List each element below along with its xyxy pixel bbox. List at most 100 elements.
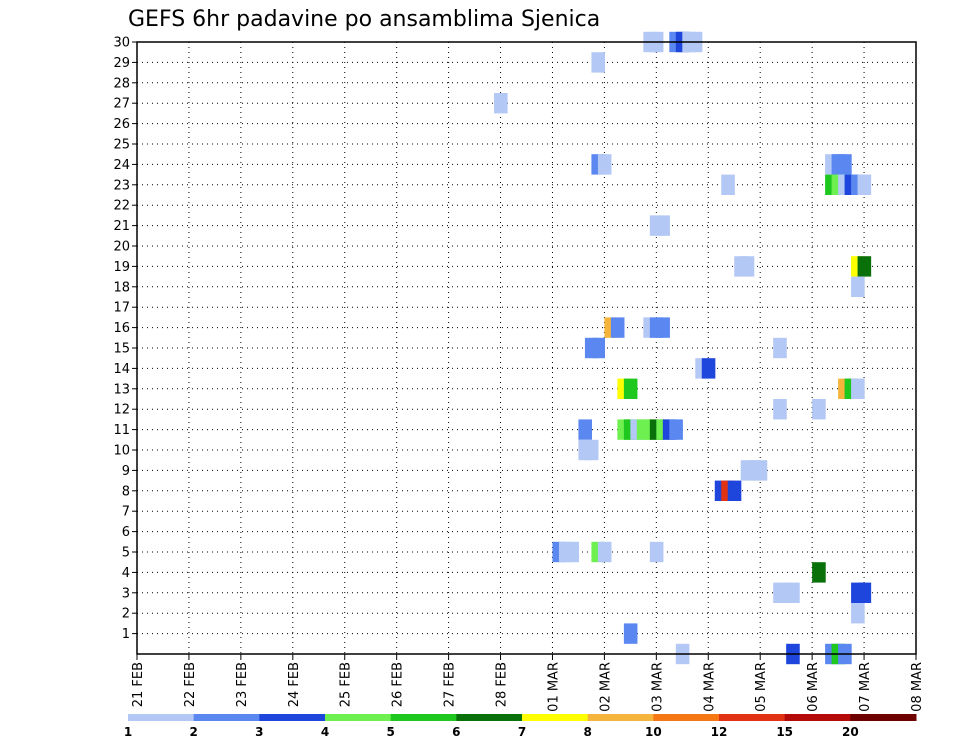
y-tick-label: 2 <box>122 607 130 622</box>
colorbar-swatch <box>325 714 392 721</box>
precip-cell <box>578 419 593 440</box>
precip-cell <box>597 154 612 175</box>
y-tick-label: 16 <box>113 321 130 336</box>
y-tick-label: 9 <box>122 464 130 479</box>
precip-cell <box>656 215 670 236</box>
precip-cell <box>565 541 580 563</box>
precip-cell <box>812 562 826 583</box>
x-tick-label: 27 FEB <box>443 662 458 707</box>
colorbar-swatch <box>259 714 326 721</box>
precip-cell <box>623 378 638 399</box>
precip-cell <box>610 317 625 338</box>
y-tick-label: 3 <box>122 586 130 601</box>
precip-cell <box>812 399 826 420</box>
y-tick-label: 19 <box>113 260 130 275</box>
precip-cell <box>701 358 716 379</box>
precip-cell <box>727 480 742 501</box>
precip-cell <box>721 174 735 195</box>
precip-cell <box>591 337 605 359</box>
precip-cell <box>773 337 787 359</box>
colorbar-swatch <box>587 714 654 721</box>
y-tick-label: 1 <box>122 627 130 642</box>
colorbar-swatch <box>653 714 720 721</box>
precip-cell <box>857 256 872 277</box>
colorbar-label: 4 <box>321 725 329 739</box>
colorbar-legend: 1 2 3 4 5 6 7 8 10 12 15 20 <box>124 714 917 739</box>
y-tick-label: 11 <box>113 423 130 438</box>
colorbar-label: 12 <box>711 725 728 739</box>
y-tick-label: 7 <box>122 505 130 520</box>
precip-cell <box>591 52 605 73</box>
colorbar-label: 3 <box>255 725 263 739</box>
precip-cell <box>623 623 638 644</box>
colorbar-label: 1 <box>124 725 132 739</box>
x-tick-label: 21 FEB <box>131 662 146 707</box>
x-tick-label: 03 MAR <box>650 662 665 712</box>
y-tick-label: 12 <box>113 403 130 418</box>
x-tick-label: 24 FEB <box>287 662 302 707</box>
colorbar-swatch <box>390 714 457 721</box>
colorbar-label: 7 <box>518 725 526 739</box>
y-tick-label: 30 <box>113 36 130 51</box>
x-tick-label: 06 MAR <box>806 662 821 712</box>
precip-cell <box>857 174 872 195</box>
colorbar-label: 5 <box>386 725 394 739</box>
precip-cell <box>851 603 865 624</box>
y-tick-label: 6 <box>122 525 130 540</box>
y-tick-label: 22 <box>113 199 130 214</box>
y-tick-label: 15 <box>113 342 130 357</box>
x-tick-label: 01 MAR <box>546 662 561 712</box>
y-tick-label: 23 <box>113 178 130 193</box>
colorbar-swatch <box>456 714 523 721</box>
grid-lines <box>137 42 916 654</box>
colorbar-label: 10 <box>645 725 662 739</box>
colorbar-swatch <box>193 714 260 721</box>
colorbar-swatch <box>128 714 195 721</box>
precip-cell <box>773 399 787 420</box>
x-tick-label: 25 FEB <box>339 662 354 707</box>
precip-cell <box>740 256 755 277</box>
y-tick-label: 18 <box>113 280 130 295</box>
colorbar-label: 6 <box>452 725 460 739</box>
y-tick-label: 8 <box>122 484 130 499</box>
colorbar-swatch <box>850 714 917 721</box>
y-tick-label: 21 <box>113 219 130 234</box>
y-tick-label: 4 <box>122 566 130 581</box>
x-tick-label: 07 MAR <box>858 662 873 712</box>
x-tick-label: 23 FEB <box>235 662 250 707</box>
precip-cell <box>857 582 872 603</box>
x-axis-ticks: 21 FEB 22 FEB 23 FEB 24 FEB 25 FEB 26 FEB 27 F… <box>131 654 925 712</box>
x-tick-label: 08 MAR <box>910 662 925 712</box>
colorbar-swatch <box>522 714 589 721</box>
colorbar-label: 20 <box>842 725 859 739</box>
x-tick-label: 22 FEB <box>183 662 198 707</box>
y-tick-label: 25 <box>113 138 130 153</box>
y-tick-label: 10 <box>113 444 130 459</box>
precip-cell <box>851 276 865 297</box>
precip-cell <box>584 439 599 461</box>
precip-cell <box>786 582 800 603</box>
y-tick-label: 14 <box>113 362 130 377</box>
colorbar-swatch <box>784 714 851 721</box>
plot-frame <box>136 41 917 655</box>
colorbar-label: 8 <box>583 725 591 739</box>
precip-cell <box>753 460 768 481</box>
y-tick-label: 24 <box>113 158 130 173</box>
precip-cell <box>494 93 508 114</box>
precip-cell <box>656 317 670 338</box>
y-axis-ticks: 1234567891011121314151617181920212223242… <box>113 36 137 642</box>
chart-title: GEFS 6hr padavine po ansamblima Sjenica <box>128 7 600 32</box>
y-tick-label: 17 <box>113 301 130 316</box>
y-tick-label: 5 <box>122 546 130 561</box>
x-tick-label: 05 MAR <box>754 662 769 712</box>
colorbar-swatch <box>719 714 786 721</box>
precip-cell <box>838 154 852 175</box>
x-tick-label: 04 MAR <box>702 662 717 712</box>
precip-cell <box>851 378 865 399</box>
y-tick-label: 29 <box>113 56 130 71</box>
y-tick-label: 28 <box>113 76 130 91</box>
y-tick-label: 27 <box>113 97 130 112</box>
x-tick-label: 28 FEB <box>495 662 510 707</box>
precip-cell <box>597 541 612 563</box>
